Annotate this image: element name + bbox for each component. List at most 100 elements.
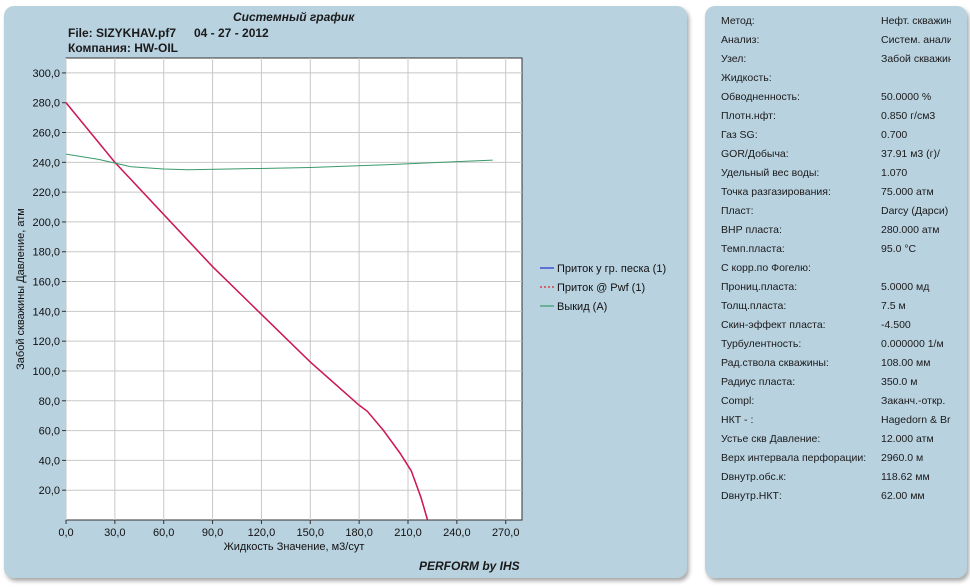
properties-panel: Метод: Нефт. скважина Анализ: Систем. анали…	[705, 6, 967, 578]
series-line-2	[65, 153, 493, 171]
y-tick-label: 100,0	[32, 366, 60, 378]
y-tick-label: 60,0	[39, 426, 60, 438]
plot-area	[65, 57, 523, 521]
property-row: Жидкость:	[705, 70, 967, 89]
property-value: 108.00 мм	[881, 357, 931, 369]
property-label: ВНР пласта:	[721, 224, 782, 236]
property-label: Верх интервала перфорации:	[721, 452, 867, 464]
property-label: Рад.ствола скважины:	[721, 357, 829, 369]
x-tick-label: 60,0	[153, 527, 174, 539]
property-value: 50.0000 %	[881, 91, 932, 103]
property-label: Dвнутр.НКТ:	[721, 490, 782, 502]
property-value: 37.91 м3 (г)/	[881, 148, 940, 160]
property-label: Метод:	[721, 15, 755, 27]
property-value: 5.0000 мд	[881, 281, 930, 293]
property-row: С корр.по Фогелю:	[705, 260, 967, 279]
y-tick-label: 300,0	[32, 68, 60, 80]
legend-label-1: Приток @ Pwf (1)	[557, 282, 645, 294]
property-label: Обводненность:	[721, 91, 800, 103]
property-value: 350.0 м	[881, 376, 918, 388]
y-tick-label: 120,0	[32, 336, 60, 348]
x-tick-label: 30,0	[104, 527, 125, 539]
property-value: 1.070	[881, 167, 908, 179]
property-label: Dвнутр.обс.к:	[721, 471, 787, 483]
property-label: Плотн.нфт:	[721, 110, 776, 122]
property-value: Hagedorn & Br	[881, 414, 951, 426]
property-row: Точка разгазирования: 75.000 атм	[705, 184, 967, 203]
property-row: НКТ - : Hagedorn & Br	[705, 412, 967, 431]
property-label: Газ SG:	[721, 129, 758, 141]
y-tick-label: 220,0	[32, 187, 60, 199]
property-row: Толщ.пласта: 7.5 м	[705, 298, 967, 317]
property-row: Устье скв Давление: 12.000 атм	[705, 431, 967, 450]
property-row: Верх интервала перфорации: 2960.0 м	[705, 450, 967, 469]
y-tick-label: 160,0	[32, 277, 60, 289]
date-label: 04 - 27 - 2012	[194, 26, 269, 40]
property-value: 62.00 мм	[881, 490, 925, 502]
property-label: Прониц.пласта:	[721, 281, 798, 293]
property-label: Удельный вес воды:	[721, 167, 820, 179]
property-value: 0.000000 1/м	[881, 338, 944, 350]
property-row: Газ SG: 0.700	[705, 127, 967, 146]
property-row: Скин-эффект пласта: -4.500	[705, 317, 967, 336]
property-label: Пласт:	[721, 205, 754, 217]
property-value: Забой скважины	[881, 53, 951, 65]
property-value: 280.000 атм	[881, 224, 940, 236]
x-tick-label: 90,0	[202, 527, 223, 539]
property-label: GOR/Добыча:	[721, 148, 789, 160]
property-label: Жидкость:	[721, 72, 772, 84]
property-row: Радиус пласта: 350.0 м	[705, 374, 967, 393]
property-row: Анализ: Систем. анализ	[705, 32, 967, 51]
property-row: ВНР пласта: 280.000 атм	[705, 222, 967, 241]
property-value: Систем. анализ	[881, 34, 951, 46]
property-label: Толщ.пласта:	[721, 300, 787, 312]
chart-title: Системный график	[233, 10, 355, 24]
property-row: Турбулентность: 0.000000 1/м	[705, 336, 967, 355]
x-axis-label: Жидкость Значение, м3/сут	[224, 541, 365, 553]
property-label: С корр.по Фогелю:	[721, 262, 811, 274]
property-row: Dвнутр.НКТ: 62.00 мм	[705, 488, 967, 507]
series-line-1	[65, 102, 429, 521]
system-chart: 0,0 30,0 60,0 90,0 120,0 150,0 180,0 210,0 240,0…	[15, 57, 666, 553]
property-row: Прониц.пласта: 5.0000 мд	[705, 279, 967, 298]
property-label: Скин-эффект пласта:	[721, 319, 826, 331]
property-row: Dвнутр.обс.к: 118.62 мм	[705, 469, 967, 488]
property-value: 12.000 атм	[881, 433, 934, 445]
x-tick-label: 180,0	[345, 527, 373, 539]
y-tick-label: 20,0	[39, 485, 60, 497]
y-tick-label: 280,0	[32, 98, 60, 110]
x-tick-label: 270,0	[492, 527, 520, 539]
y-tick-label: 40,0	[39, 455, 60, 467]
property-label: НКТ - :	[721, 414, 754, 426]
property-label: Радиус пласта:	[721, 376, 796, 388]
property-value: 0.850 г/см3	[881, 110, 936, 122]
property-value: Нефт. скважина	[881, 15, 951, 27]
y-tick-label: 240,0	[32, 157, 60, 169]
y-tick-label: 260,0	[32, 128, 60, 140]
property-value: 118.62 мм	[881, 471, 930, 483]
property-row: GOR/Добыча: 37.91 м3 (г)/	[705, 146, 967, 165]
chart-panel: Системный график File: SIZYKHAV.pf7 04 -…	[4, 6, 687, 578]
property-value: 75.000 атм	[881, 186, 934, 198]
property-label: Турбулентность:	[721, 338, 802, 350]
property-value: Заканч.-откр.	[881, 395, 946, 407]
property-value: Darcy (Дарси)	[881, 205, 949, 217]
property-row: Метод: Нефт. скважина	[705, 13, 967, 32]
y-axis-label: Забой скважины Давление, атм	[15, 208, 27, 370]
file-label: File: SIZYKHAV.pf7	[68, 26, 177, 40]
property-value: 0.700	[881, 129, 908, 141]
property-label: Compl:	[721, 395, 755, 407]
property-row: Рад.ствола скважины: 108.00 мм	[705, 355, 967, 374]
legend-label-2: Выкид (А)	[557, 301, 607, 313]
y-tick-label: 180,0	[32, 247, 60, 259]
property-label: Точка разгазирования:	[721, 186, 831, 198]
y-tick-label: 140,0	[32, 306, 60, 318]
property-label: Узел:	[721, 53, 747, 65]
property-label: Темп.пласта:	[721, 243, 785, 255]
property-row: Темп.пласта: 95.0 °C	[705, 241, 967, 260]
x-tick-label: 240,0	[443, 527, 471, 539]
property-row: Удельный вес воды: 1.070	[705, 165, 967, 184]
legend-label-0: Приток у гр. песка (1)	[557, 263, 666, 275]
x-tick-label: 0,0	[58, 527, 73, 539]
x-tick-label: 210,0	[394, 527, 422, 539]
